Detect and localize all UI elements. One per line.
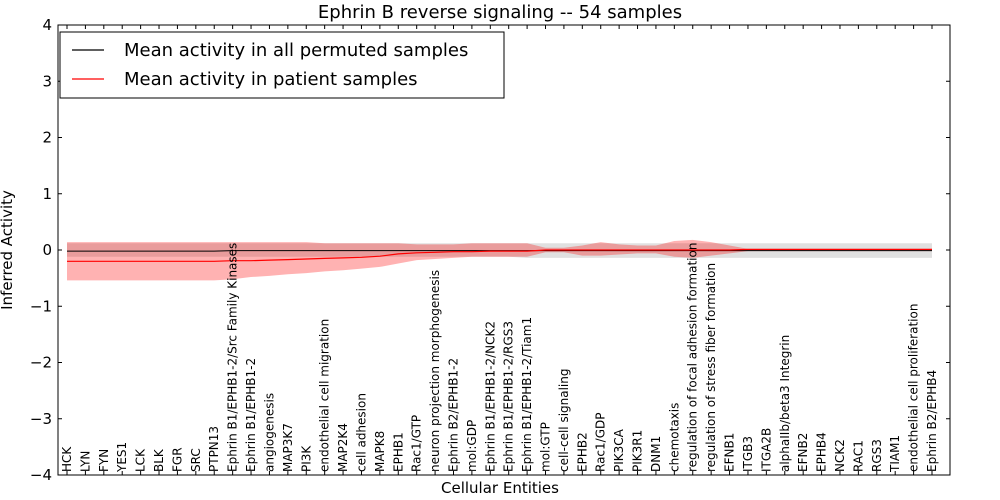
x-tick-label: Ephrin B1/EPHB1-2/RGS3 bbox=[502, 321, 516, 472]
x-tick-label: endothelial cell proliferation bbox=[907, 304, 921, 472]
x-tick-label: NCK2 bbox=[833, 439, 847, 472]
y-tick-label: −1 bbox=[30, 297, 52, 315]
legend-label-permuted: Mean activity in all permuted samples bbox=[124, 40, 468, 61]
x-tick-label: alphaIIb/beta3 Integrin bbox=[778, 335, 792, 472]
x-tick-label: cell adhesion bbox=[355, 393, 369, 472]
x-tick-label: neuron projection morphogenesis bbox=[428, 270, 442, 472]
y-tick-group: −4 −3 −2 −1 0 1 2 3 4 bbox=[30, 16, 950, 484]
x-tick-label: TIAM1 bbox=[888, 435, 902, 473]
x-tick-label: MAPK8 bbox=[373, 431, 387, 472]
y-tick-label: 2 bbox=[42, 129, 52, 147]
x-tick-label: FGR bbox=[170, 447, 184, 472]
x-tick-label: Rac1/GDP bbox=[594, 413, 608, 472]
x-tick-label: chemotaxis bbox=[667, 403, 681, 472]
x-tick-label: ITGA2B bbox=[759, 428, 773, 472]
x-tick-label: Ephrin B1/EPHB1-2/Src Family Kinases bbox=[226, 243, 240, 472]
x-tick-label: DNM1 bbox=[649, 436, 663, 472]
x-tick-label: endothelial cell migration bbox=[318, 319, 332, 472]
y-tick-label: 4 bbox=[42, 16, 52, 34]
x-tick-label: Ephrin B2/EPHB4 bbox=[925, 370, 939, 472]
y-tick-label: −2 bbox=[30, 354, 52, 372]
x-tick-label: cell-cell signaling bbox=[557, 369, 571, 473]
plot-frame bbox=[57, 24, 951, 476]
x-tick-label: mol:GDP bbox=[465, 420, 479, 472]
x-tick-label: regulation of stress fiber formation bbox=[704, 263, 718, 472]
x-tick-label: Ephrin B2/EPHB1-2 bbox=[447, 358, 461, 472]
x-tick-label: RGS3 bbox=[870, 439, 884, 472]
x-tick-label: PIK3CA bbox=[612, 428, 626, 472]
x-tick-label: EPHB1 bbox=[391, 432, 405, 472]
x-tick-label: LCK bbox=[134, 448, 148, 472]
x-tick-label: PI3K bbox=[299, 445, 313, 472]
x-tick-label: LYN bbox=[78, 451, 92, 472]
y-tick-label: −4 bbox=[30, 466, 52, 484]
x-tick-label: FYN bbox=[97, 449, 111, 472]
x-tick-label: EFNB2 bbox=[796, 433, 810, 472]
x-tick-label: MAP2K4 bbox=[336, 423, 350, 472]
x-tick-label: regulation of focal adhesion formation bbox=[686, 243, 700, 472]
x-tick-label: angiogenesis bbox=[262, 393, 276, 472]
y-axis-label: Inferred Activity bbox=[0, 190, 16, 310]
x-tick-label: BLK bbox=[152, 448, 166, 472]
series-lines bbox=[67, 248, 932, 262]
x-tick-label: RAC1 bbox=[851, 440, 865, 472]
x-tick-label: MAP3K7 bbox=[281, 423, 295, 472]
x-tick-label: ITGB3 bbox=[741, 436, 755, 472]
y-tick-label: 0 bbox=[42, 241, 52, 259]
x-tick-label: mol:GTP bbox=[539, 422, 553, 472]
x-tick-label: PTPN13 bbox=[207, 426, 221, 472]
y-tick-label: −3 bbox=[30, 410, 52, 428]
legend-label-patient: Mean activity in patient samples bbox=[124, 69, 418, 90]
x-tick-label: Ephrin B1/EPHB1-2/Tiam1 bbox=[520, 317, 534, 472]
x-tick-label: EPHB4 bbox=[815, 432, 829, 472]
x-tick-label: Ephrin B1/EPHB1-2 bbox=[244, 358, 258, 472]
x-tick-label: EFNB1 bbox=[723, 433, 737, 472]
x-tick-label: Ephrin B1/EPHB1-2/NCK2 bbox=[483, 321, 497, 472]
x-tick-label: PIK3R1 bbox=[631, 430, 645, 472]
x-tick-label: SRC bbox=[189, 448, 203, 472]
y-tick-label: 3 bbox=[42, 72, 52, 90]
x-tick-group: HCK LYN FYN YES1 LCK BLK FGR SRC PTPN13 Ephrin B1… bbox=[60, 25, 939, 475]
x-tick-label: HCK bbox=[60, 446, 74, 472]
x-axis-label: Cellular Entities bbox=[441, 479, 559, 497]
patient-mean-line bbox=[67, 248, 932, 262]
x-tick-label: Rac1/GTP bbox=[410, 415, 424, 472]
legend-box bbox=[59, 31, 505, 99]
legend: Mean activity in all permuted samples Me… bbox=[59, 31, 505, 99]
x-tick-label: EPHB2 bbox=[575, 432, 589, 472]
chart-title: Ephrin B reverse signaling -- 54 samples bbox=[318, 2, 682, 23]
x-tick-label: YES1 bbox=[115, 442, 129, 473]
y-tick-label: 1 bbox=[42, 185, 52, 203]
